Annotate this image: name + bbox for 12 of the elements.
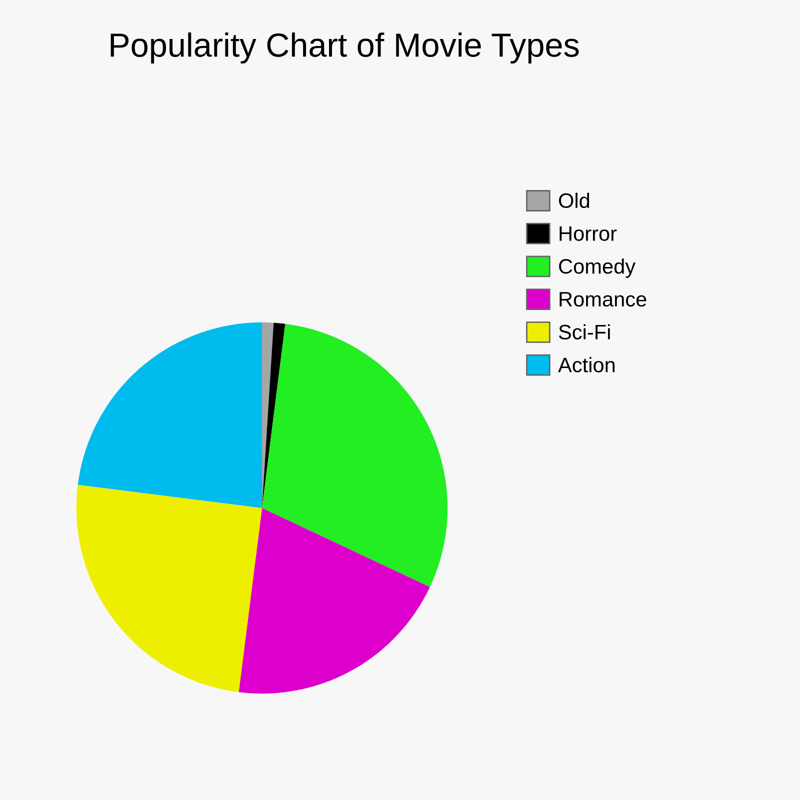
legend-label: Comedy xyxy=(559,258,636,278)
pie-slice xyxy=(76,484,262,692)
chart-title: Popularity Chart of Movie Types xyxy=(110,32,579,64)
pie-slice xyxy=(78,322,262,508)
legend-label: Action xyxy=(558,357,615,372)
legend-label: Sci-Fi xyxy=(558,324,610,340)
legend-label: Horror xyxy=(560,226,617,241)
legend-label: Old xyxy=(558,192,590,208)
pie-slice xyxy=(238,508,430,694)
legend-label: Romance xyxy=(560,292,646,307)
pie-slice xyxy=(262,322,286,508)
pie-slice xyxy=(262,324,448,588)
